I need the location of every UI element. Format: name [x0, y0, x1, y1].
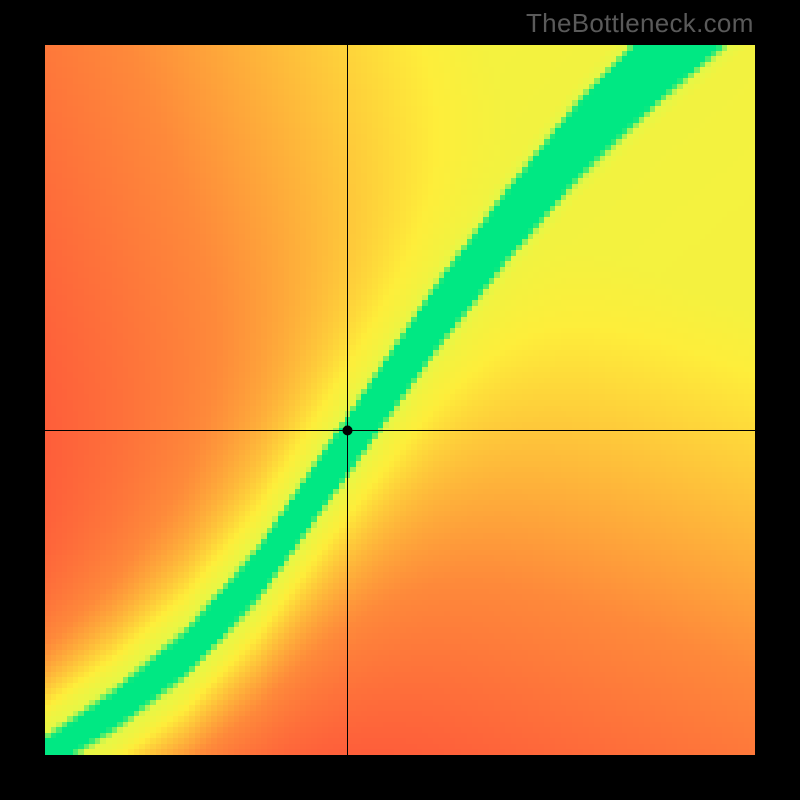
watermark-text: TheBottleneck.com — [526, 8, 754, 39]
bottleneck-heatmap — [45, 45, 755, 755]
